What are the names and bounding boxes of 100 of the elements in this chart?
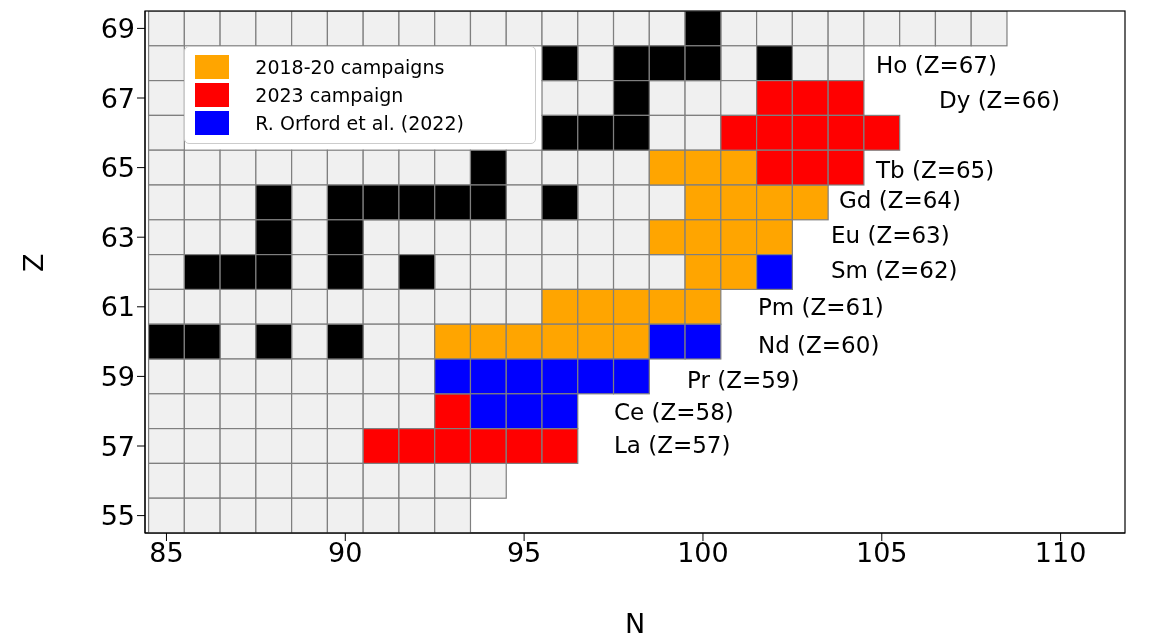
point [612, 323, 650, 360]
point [612, 45, 650, 82]
point [541, 184, 579, 221]
point [541, 323, 579, 360]
legend-label: 2023 campaign [255, 83, 404, 106]
point [469, 184, 507, 221]
point [326, 219, 364, 256]
point [541, 393, 579, 430]
point [505, 323, 543, 360]
point [541, 428, 579, 464]
annotation: Ce (Z=58) [614, 399, 734, 425]
point [255, 254, 293, 290]
point [612, 80, 650, 116]
x-tick-label: 105 [856, 537, 908, 569]
y-tick-label: 55 [100, 500, 135, 532]
point [434, 184, 472, 221]
annotation: Pr (Z=59) [687, 367, 800, 393]
point [720, 254, 758, 290]
annotation: Tb (Z=65) [875, 157, 995, 183]
point [612, 114, 650, 151]
legend-label: R. Orford et al. (2022) [255, 112, 464, 135]
y-tick-label: 69 [100, 12, 135, 44]
point [827, 80, 865, 116]
point [827, 149, 865, 186]
point [648, 45, 686, 82]
point [648, 149, 686, 186]
annotation: Nd (Z=60) [758, 332, 880, 358]
point [505, 428, 543, 464]
point [183, 323, 221, 360]
point [791, 114, 829, 151]
point [684, 288, 722, 325]
point [326, 323, 364, 360]
point [505, 393, 543, 430]
point [469, 428, 507, 464]
x-tick-label: 95 [506, 537, 542, 569]
point [469, 149, 507, 186]
point [791, 80, 829, 116]
y-tick-label: 63 [100, 221, 135, 253]
y-tick-label: 67 [100, 82, 135, 114]
point [756, 149, 793, 186]
point [326, 184, 364, 221]
point [434, 323, 472, 360]
point [684, 45, 722, 82]
annotation: Dy (Z=66) [939, 87, 1060, 113]
point [219, 254, 257, 290]
point [255, 323, 293, 360]
annotation: Ho (Z=67) [876, 52, 997, 78]
y-tick-label: 59 [100, 360, 135, 392]
point [541, 358, 579, 395]
point [720, 114, 758, 151]
point [434, 358, 472, 395]
point [827, 114, 865, 151]
point [756, 219, 793, 256]
point [648, 323, 686, 360]
point [541, 288, 579, 325]
annotation: Gd (Z=64) [839, 187, 961, 213]
point [648, 288, 686, 325]
point [255, 184, 293, 221]
point [791, 149, 829, 186]
point [255, 219, 293, 256]
x-axis-title: N [624, 608, 646, 633]
point [541, 114, 579, 151]
point [398, 184, 436, 221]
y-tick-label: 65 [100, 152, 135, 184]
point [684, 254, 722, 290]
point [648, 219, 686, 256]
point [398, 254, 436, 290]
point [469, 358, 507, 395]
point [147, 323, 185, 360]
x-tick-label: 100 [677, 537, 729, 569]
y-tick-label: 57 [100, 430, 135, 462]
point [684, 149, 722, 186]
point [469, 323, 507, 360]
x-tick-label: 90 [328, 537, 363, 569]
point [505, 358, 543, 395]
point [183, 254, 221, 290]
point [362, 428, 400, 464]
point [434, 393, 472, 430]
point [684, 219, 722, 256]
annotation: La (Z=57) [614, 432, 731, 458]
annotation: Sm (Z=62) [831, 257, 958, 283]
point [362, 184, 400, 221]
point [756, 45, 793, 82]
y-axis-title: Z [17, 253, 49, 272]
point [756, 114, 793, 151]
point [577, 323, 615, 360]
point [756, 80, 793, 116]
point [398, 428, 436, 464]
point [720, 184, 758, 221]
y-tick-label: 61 [100, 291, 135, 323]
point [863, 114, 901, 151]
point [720, 219, 758, 256]
point [326, 254, 364, 290]
x-tick-label: 85 [149, 537, 184, 569]
point [684, 11, 722, 47]
point [791, 184, 829, 221]
point [434, 428, 472, 464]
point [612, 288, 650, 325]
point [469, 393, 507, 430]
point [541, 45, 579, 82]
